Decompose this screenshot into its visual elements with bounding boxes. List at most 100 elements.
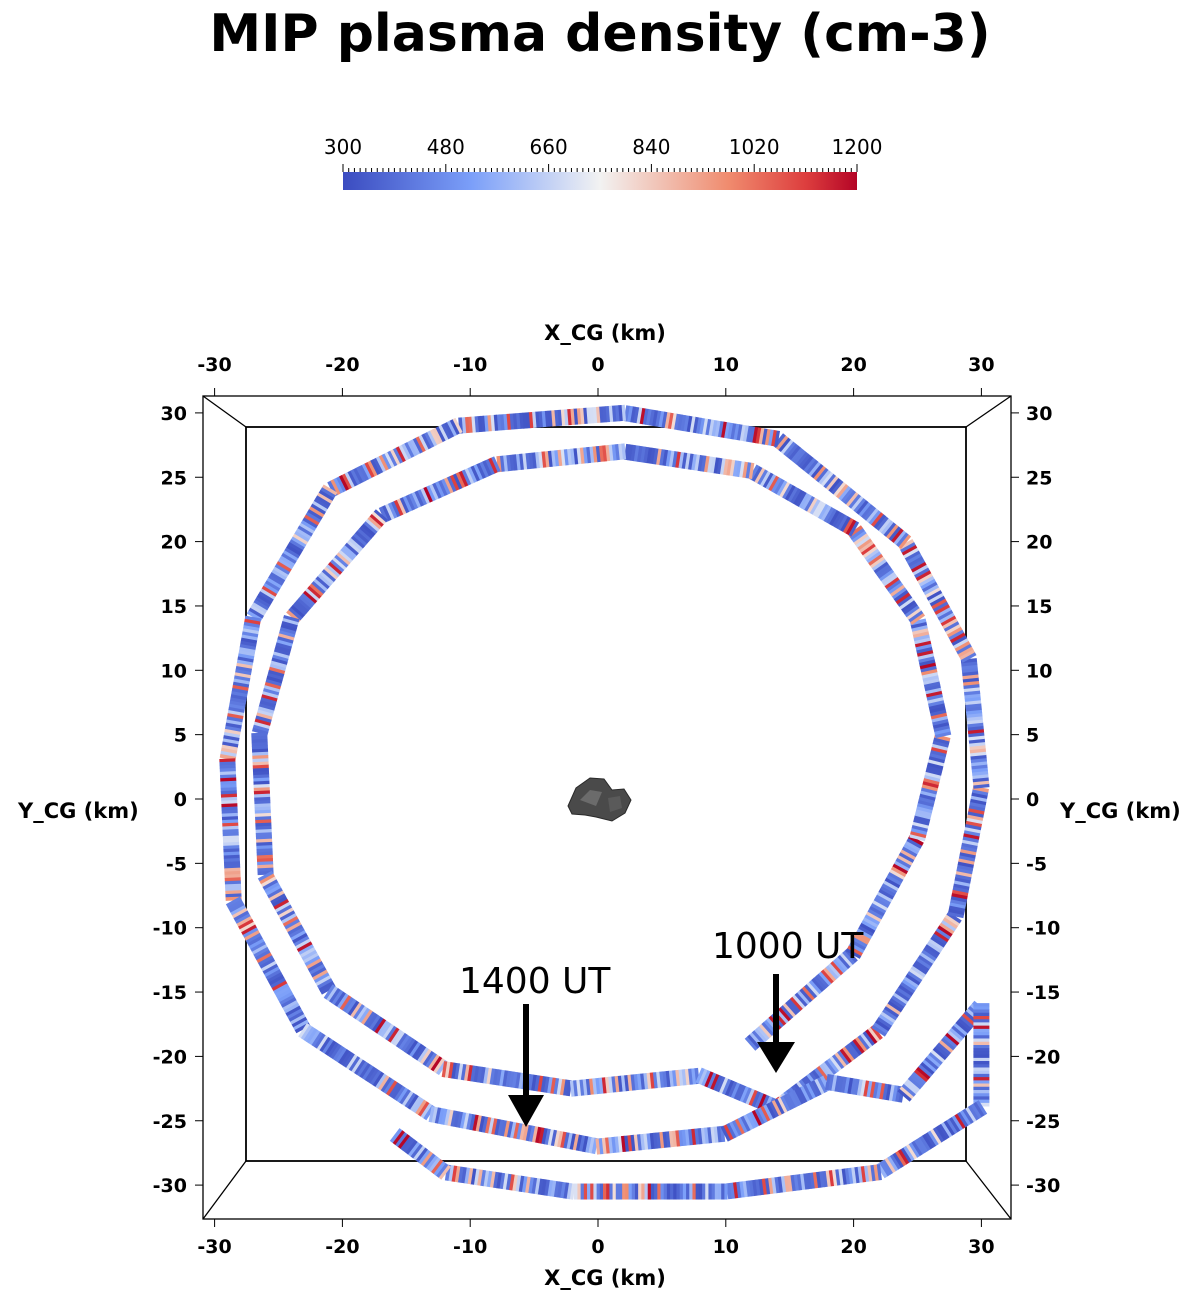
trajectory-segment [420, 1103, 433, 1119]
trajectory-segment [719, 1077, 729, 1094]
trajectory-segment [569, 1080, 576, 1097]
trajectory-segment [948, 908, 965, 916]
trajectory-segment [241, 634, 258, 641]
trajectory-segment [237, 653, 255, 660]
trajectory-segment [837, 1050, 850, 1066]
trajectory-segment [272, 651, 290, 660]
trajectory-segment [961, 661, 978, 667]
trajectory-segment [904, 605, 920, 618]
trajectory-segment [751, 1179, 758, 1197]
trajectory-segment [849, 1040, 863, 1056]
trajectory-segment [308, 1029, 321, 1046]
trajectory-segment [219, 761, 236, 766]
trajectory-segment [972, 777, 989, 783]
trajectory-segment [716, 1126, 723, 1143]
trajectory-segment [806, 981, 820, 997]
trajectory-segment [917, 802, 934, 811]
trajectory-segment [254, 949, 271, 961]
trajectory-segment [512, 413, 518, 430]
trajectory-segment [745, 425, 752, 443]
trajectory-segment [951, 1115, 963, 1131]
trajectory-segment [869, 1081, 876, 1098]
trajectory-segment [343, 1052, 356, 1068]
trajectory-segment [832, 958, 846, 974]
trajectory-segment [225, 890, 242, 895]
trajectory-segment [834, 1052, 848, 1068]
trajectory-segment [540, 1076, 547, 1093]
trajectory-segment [522, 1124, 530, 1141]
trajectory-segment [948, 629, 965, 641]
trajectory-segment [962, 1108, 974, 1125]
trajectory-segment [630, 1074, 636, 1091]
trajectory-segment [823, 473, 836, 489]
trajectory-segment [941, 919, 957, 932]
trajectory-segment [919, 662, 937, 670]
trajectory-segment [658, 449, 665, 466]
trajectory-segment [267, 669, 285, 678]
trajectory-segment [809, 1172, 815, 1189]
trajectory-segment [566, 448, 572, 466]
trajectory-segment [225, 886, 242, 892]
trajectory-segment [965, 820, 983, 828]
trajectory-segment [735, 1181, 742, 1199]
trajectory-segment [916, 1137, 928, 1153]
trajectory-segment [257, 870, 274, 882]
trajectory-segment [633, 1073, 639, 1091]
y-left-tick-label: 25 [161, 467, 187, 489]
trajectory-segment [823, 967, 837, 982]
trajectory-segment [255, 829, 272, 834]
trajectory-segment [629, 406, 637, 423]
trajectory-segment [962, 670, 979, 677]
trajectory-segment [775, 435, 789, 451]
trajectory-segment [910, 621, 928, 629]
trajectory-segment [687, 453, 694, 470]
trajectory-segment [885, 1084, 892, 1101]
trajectory-segment [220, 780, 237, 786]
trajectory-segment [697, 454, 704, 472]
trajectory-segment [892, 992, 909, 1005]
trajectory-segment [260, 876, 277, 888]
trajectory-segment [861, 919, 878, 931]
trajectory-segment [748, 426, 755, 443]
trajectory-segment [604, 1137, 611, 1154]
trajectory-segment [476, 1066, 483, 1083]
trajectory-segment [803, 495, 815, 512]
y-left-tick-label: -5 [166, 853, 187, 875]
trajectory-segment [284, 547, 300, 559]
trajectory-segment [835, 956, 849, 972]
trajectory-segment [276, 904, 293, 916]
trajectory-segment [251, 742, 268, 747]
trajectory-segment [922, 674, 939, 682]
trajectory-segment [665, 1131, 671, 1148]
trajectory-segment [620, 1135, 627, 1153]
trajectory-segment [225, 893, 242, 898]
trajectory-segment [298, 522, 315, 535]
trajectory-segment [268, 666, 286, 675]
trajectory-segment [308, 506, 325, 518]
trajectory-segment [646, 1133, 652, 1150]
x-top-tick-label: -10 [453, 354, 487, 376]
trajectory-segment [242, 927, 259, 939]
trajectory-segment [919, 1135, 931, 1152]
trajectory-segment [966, 712, 983, 718]
trajectory-segment [853, 1078, 860, 1096]
trajectory-segment [964, 1106, 977, 1123]
trajectory-segment [949, 632, 966, 644]
trajectory-segment [219, 764, 236, 769]
trajectory-segment [930, 749, 947, 758]
trajectory-segment [776, 480, 788, 496]
trajectory-segment [277, 991, 294, 1003]
trajectory-segment [451, 1165, 458, 1182]
trajectory-segment [927, 1130, 939, 1147]
trajectory-segment [970, 1103, 982, 1119]
trajectory-segment [929, 595, 946, 607]
trajectory-segment [537, 1075, 544, 1092]
trajectory-segment [389, 449, 401, 466]
trajectory-segment [219, 758, 236, 763]
trajectory-segment [900, 1147, 912, 1164]
trajectory-segment [862, 545, 878, 558]
trajectory-segment [233, 675, 251, 682]
trajectory-segment [800, 455, 814, 471]
trajectory-segment [235, 669, 252, 676]
trajectory-segment [905, 1144, 918, 1160]
